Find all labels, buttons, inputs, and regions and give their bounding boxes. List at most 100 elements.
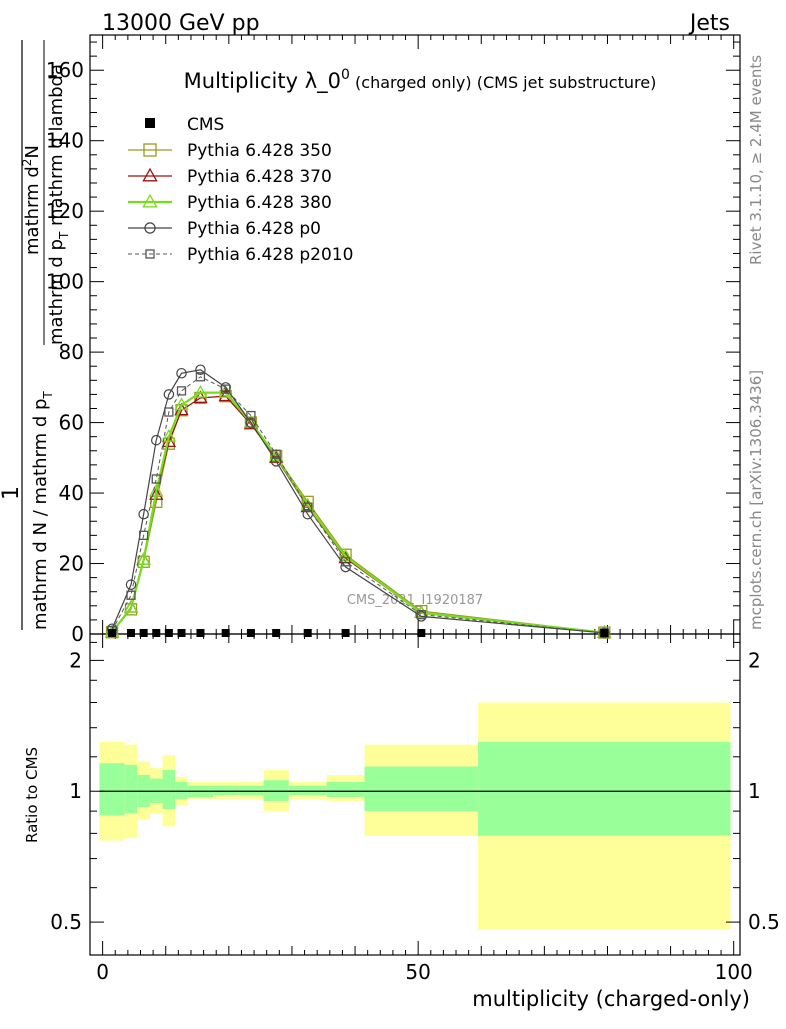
series-4-point-7 bbox=[221, 384, 231, 394]
cms-point-5 bbox=[177, 629, 186, 637]
ylabel-inner-num: mathrm d2N bbox=[20, 145, 43, 255]
series-4-point-3 bbox=[151, 474, 161, 484]
ratio-band-inner-12 bbox=[364, 766, 479, 812]
ratio-ytick-label-left-1: 1 bbox=[69, 779, 82, 803]
ratio-band-inner-8 bbox=[238, 785, 264, 796]
x-axis-label: multiplicity (charged-only) bbox=[472, 987, 750, 1011]
ylabel-inner-den: mathrm d pT mathrm d lambda bbox=[46, 64, 71, 345]
series-2-point-11 bbox=[338, 548, 353, 562]
series-4-point-2 bbox=[138, 530, 149, 540]
header-left: 13000 GeV pp bbox=[102, 11, 260, 36]
series-3-point-6 bbox=[195, 364, 206, 376]
header-right: Jets bbox=[688, 11, 730, 36]
series-4-point-8 bbox=[246, 410, 256, 421]
cms-point-10 bbox=[303, 629, 312, 637]
x-tick-label-0: 0 bbox=[96, 960, 109, 984]
cms-point-0 bbox=[108, 629, 117, 637]
series-2-point-12 bbox=[414, 605, 429, 618]
series-3-point-4 bbox=[163, 389, 175, 400]
cms-point-4 bbox=[164, 629, 173, 637]
ratio-band-inner-5 bbox=[175, 782, 188, 799]
ratio-ytick-label-right-1: 1 bbox=[748, 779, 761, 803]
main-ytick-label-140: 140 bbox=[46, 129, 84, 153]
cms-point-8 bbox=[246, 629, 255, 637]
legend-label-1: Pythia 6.428 350 bbox=[187, 141, 332, 161]
chart-title-sup: 0 bbox=[341, 67, 350, 83]
main-ytick-label-0: 0 bbox=[71, 622, 84, 646]
main-ylabel: 1 mathrm d N / mathrm d pT mathrm d2N ma… bbox=[0, 40, 71, 630]
legend-marker-2 bbox=[142, 167, 158, 182]
ratio-band-inner-11 bbox=[326, 782, 365, 797]
ratio-band-inner-10 bbox=[288, 785, 327, 796]
series-3-point-5 bbox=[176, 367, 187, 379]
main-ytick-label-80: 80 bbox=[59, 340, 84, 364]
series-4-point-4 bbox=[164, 407, 174, 417]
main-ytick-label-40: 40 bbox=[59, 481, 84, 505]
series-4-point-5 bbox=[176, 386, 187, 396]
chart-title: Multiplicity λ_00 (charged only) (CMS je… bbox=[184, 67, 657, 94]
ratio-band-inner-9 bbox=[263, 780, 289, 801]
legend-marker-5 bbox=[145, 249, 155, 259]
main-ytick-label-100: 100 bbox=[46, 270, 84, 294]
ratio-ytick-label-left-2: 2 bbox=[69, 648, 82, 672]
cms-point-2 bbox=[139, 629, 148, 637]
cms-point-7 bbox=[221, 629, 230, 637]
ratio-band-inner-13 bbox=[478, 741, 731, 836]
series-1-point-8 bbox=[243, 416, 259, 430]
ratio-band-inner-1 bbox=[124, 764, 138, 814]
x-tick-label-50: 50 bbox=[405, 960, 430, 984]
chart-title-main: Multiplicity λ_0 bbox=[184, 69, 341, 94]
ratio-ytick-label-right-2: 2 bbox=[748, 648, 761, 672]
legend-label-2: Pythia 6.428 370 bbox=[187, 167, 332, 187]
cms-point-3 bbox=[152, 629, 161, 637]
series-4-point-10 bbox=[303, 502, 313, 512]
ylabel-one: 1 bbox=[0, 486, 24, 500]
legend-marker-cms bbox=[145, 118, 155, 128]
x-tick-label-100: 100 bbox=[715, 960, 753, 984]
legend-label-5: Pythia 6.428 p2010 bbox=[187, 245, 353, 265]
main-ytick-label-120: 120 bbox=[46, 199, 84, 223]
main-panel: 0 20 40 60 80 100 120 140 160 bbox=[46, 34, 741, 646]
ratio-panel: 0 50 100 0.5 0.5 1 1 2 2 bbox=[50, 633, 780, 984]
cms-point-9 bbox=[272, 629, 281, 637]
ratio-band-inner-0 bbox=[99, 763, 125, 816]
series-2-point-5 bbox=[174, 397, 189, 411]
legend-label-3: Pythia 6.428 380 bbox=[187, 193, 332, 213]
ratio-band-inner-4 bbox=[162, 769, 176, 810]
chart-title-tail: (charged only) (CMS jet substructure) bbox=[350, 73, 656, 92]
series-3-point-1 bbox=[125, 579, 137, 590]
series-3-point-8 bbox=[245, 417, 257, 428]
main-ytick-label-60: 60 bbox=[59, 411, 84, 435]
series-3-point-7 bbox=[220, 382, 231, 393]
legend-marker-3 bbox=[142, 193, 158, 208]
legend: CMS Pythia 6.428 350 Pythia 6.428 370 Pythi… bbox=[128, 115, 353, 265]
series-3-point-3 bbox=[150, 434, 162, 446]
main-ytick-label-160: 160 bbox=[46, 58, 84, 82]
series-line-4 bbox=[111, 376, 605, 634]
cms-point-13 bbox=[600, 629, 609, 637]
series-3-point-12 bbox=[416, 611, 427, 622]
rivet-label: Rivet 3.1.10, ≥ 2.4M events bbox=[747, 55, 765, 265]
cms-point-12 bbox=[417, 629, 426, 637]
ratio-ytick-label-right-0.5: 0.5 bbox=[748, 910, 780, 934]
ratio-band-inner-7 bbox=[213, 785, 239, 796]
series-2-point-4 bbox=[161, 429, 177, 442]
series-line-3 bbox=[111, 369, 605, 634]
series-line-2 bbox=[111, 391, 605, 634]
mcplots-label: mcplots.cern.ch [arXiv:1306.3436] bbox=[747, 370, 765, 630]
main-frame bbox=[89, 34, 741, 635]
series-2-point-6 bbox=[193, 384, 208, 398]
ylabel-outer-den: mathrm d N / mathrm d pT bbox=[30, 391, 55, 630]
cms-point-6 bbox=[196, 629, 205, 637]
ratio-ylabel: Ratio to CMS bbox=[23, 747, 41, 843]
legend-marker-1 bbox=[143, 143, 157, 157]
series-2-point-2 bbox=[136, 552, 151, 566]
series-4-point-11 bbox=[340, 557, 351, 567]
cms-point-11 bbox=[341, 629, 350, 637]
legend-label-0: CMS bbox=[187, 115, 224, 135]
series-4-point-12 bbox=[416, 609, 426, 620]
series-4-point-1 bbox=[126, 590, 136, 600]
analysis-watermark: CMS_2021_I1920187 bbox=[347, 593, 483, 608]
cms-point-1 bbox=[127, 629, 136, 637]
